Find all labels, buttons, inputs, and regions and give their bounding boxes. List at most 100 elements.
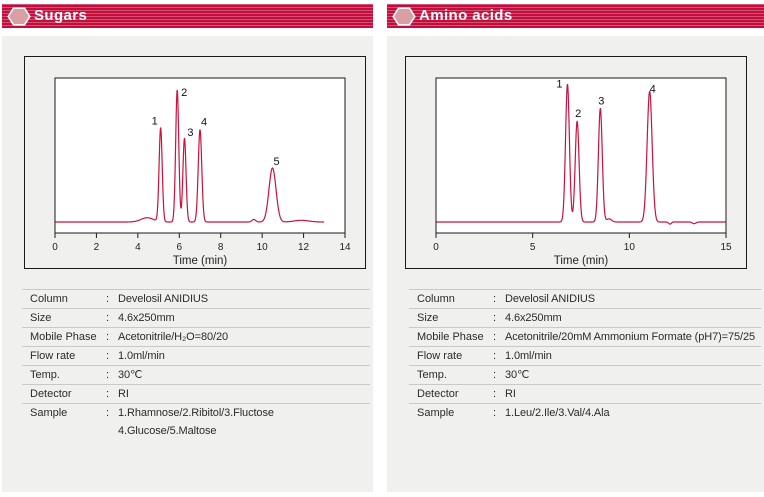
table-row: Temp.:30℃ [22,365,370,384]
row-colon: : [493,388,497,400]
plot-border [54,77,346,234]
x-tick-label: 0 [433,242,439,253]
chromatogram-figure-sugars: 0 2 4 6 8 10 12 14 Time (min) 1 2 3 4 5 [24,56,366,269]
table-row: Temp.:30℃ [409,365,761,384]
row-colon: : [493,350,497,362]
table-row: Detector: RI [409,384,761,403]
row-colon: : [493,312,497,324]
row-label: Detector [417,388,459,400]
row-label: Column [30,293,68,305]
panel-body-sugars: 0 2 4 6 8 10 12 14 Time (min) 1 2 3 4 5 Column: Develo… [2,36,373,492]
section-title: Amino acids [419,7,513,24]
peak-label: 5 [273,156,279,168]
row-label: Column [417,293,455,305]
row-colon: : [106,369,110,381]
hexagon-icon [7,6,31,26]
row-label: Flow rate [417,350,463,362]
row-value: 30℃ [118,369,143,381]
chromatogram-trace [435,83,727,225]
peak-label: 3 [187,127,193,139]
row-colon: : [106,407,110,419]
table-row: Column: Develosil ANIDIUS [22,289,370,308]
x-tick-label: 14 [339,242,351,253]
section-header-sugars: Sugars [2,4,373,28]
peak-label: 4 [201,117,207,129]
table-row: Sample:1.Rhamnose/2.Ribitol/3.Fluctose [22,403,370,422]
row-value: 30℃ [505,369,530,381]
chromatogram-figure-amino-acids: 0 5 10 15 Time (min) 1 2 3 4 [405,56,747,269]
row-colon: : [493,369,497,381]
x-tick-label: 0 [52,242,58,253]
row-value: Develosil ANIDIUS [118,293,208,305]
row-label: Temp. [30,369,60,381]
row-label: Size [417,312,439,324]
table-row: Mobile Phase: Acetonitrile/20mM Ammonium … [409,327,761,346]
table-row: Sample:1.Leu/2.Ile/3.Val/4.Ala [409,403,761,422]
x-tick-label: 4 [135,242,141,253]
conditions-table-amino-acids: Column: Develosil ANIDIUS Size:4.6x250mm Mo… [409,289,761,422]
row-value: RI [118,388,129,400]
peak-label: 1 [556,78,562,90]
row-label: Mobile Phase [30,331,97,343]
x-axis-title: Time (min) [554,255,609,267]
peak-label: 2 [181,87,187,99]
plot-border [435,77,727,234]
plot-area [55,78,345,233]
row-label: Mobile Phase [417,331,484,343]
row-label: Temp. [417,369,447,381]
x-tick-label: 5 [530,242,536,253]
x-axis-title: Time (min) [173,255,228,267]
x-tick-label: 15 [720,242,732,253]
table-row: Mobile Phase: Acetonitrile/H₂O=80/20 [22,327,370,346]
hexagon-icon [392,6,416,26]
row-value: 1.Leu/2.Ile/3.Val/4.Ala [505,407,610,419]
x-tick-label: 2 [94,242,100,253]
row-value: 1.Rhamnose/2.Ribitol/3.Fluctose [118,407,274,419]
table-row: Flow rate:1.0ml/min [409,346,761,365]
table-row-continuation: 4.Glucose/5.Maltose [22,422,370,440]
chromatogram-trace [54,89,325,223]
peak-label: 3 [598,95,604,107]
table-row: Size:4.6x250mm [22,308,370,327]
row-label: Sample [30,407,68,419]
row-colon: : [493,331,497,343]
x-tick-label: 8 [218,242,224,253]
row-value: RI [505,388,516,400]
row-value: 4.6x250mm [118,312,175,324]
peak-label: 2 [575,108,581,120]
row-value: Acetonitrile/H₂O=80/20 [118,331,228,343]
row-value: Develosil ANIDIUS [505,293,595,305]
row-value: 4.6x250mm [505,312,562,324]
conditions-table-sugars: Column: Develosil ANIDIUS Size:4.6x250mm Mo… [22,289,370,440]
row-colon: : [106,388,110,400]
panel-amino-acids: Amino acids 0 5 10 15 Time (min) 1 2 3 4 Column:… [387,4,764,492]
row-value: 1.0ml/min [505,350,552,362]
x-tick-label: 6 [177,242,183,253]
row-label: Sample [417,407,455,419]
row-colon: : [106,331,110,343]
section-title: Sugars [34,7,88,24]
row-colon: : [493,407,497,419]
row-colon: : [106,312,110,324]
table-row: Column: Develosil ANIDIUS [409,289,761,308]
row-colon: : [106,293,110,305]
table-row: Flow rate:1.0ml/min [22,346,370,365]
table-row: Detector: RI [22,384,370,403]
x-tick-label: 12 [298,242,310,253]
section-header-amino-acids: Amino acids [387,4,764,28]
row-label: Detector [30,388,72,400]
row-value: 1.0ml/min [118,350,165,362]
amino-acids-chromatogram-chart: 0 5 10 15 Time (min) 1 2 3 4 [433,77,732,267]
x-tick-label: 10 [257,242,269,253]
row-colon: : [493,293,497,305]
panel-body-amino-acids: 0 5 10 15 Time (min) 1 2 3 4 Column: Develosil AN… [387,36,764,492]
row-value: 4.Glucose/5.Maltose [118,425,217,437]
peak-label: 1 [152,115,158,127]
row-label: Size [30,312,52,324]
table-row: Size:4.6x250mm [409,308,761,327]
row-label [30,425,106,438]
x-tick-label: 10 [624,242,636,253]
panel-sugars: Sugars 0 2 4 6 8 10 12 14 Time (min) 1 2 3 4 5 Column… [2,4,373,492]
